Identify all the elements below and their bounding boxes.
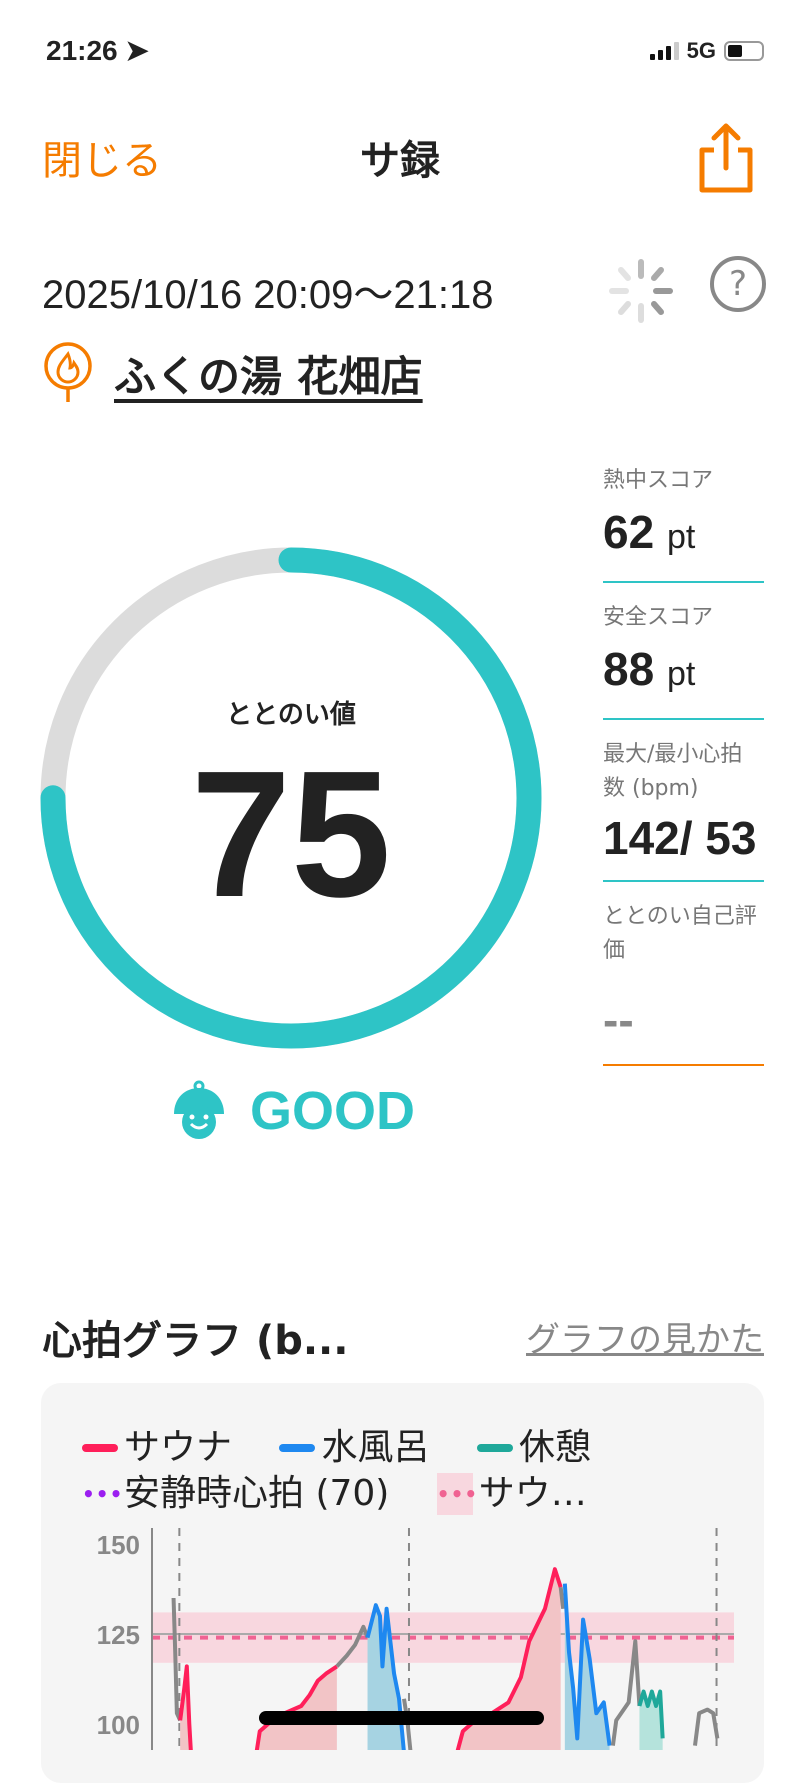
metric-value: 62 pt (603, 506, 696, 558)
grade-text: GOOD (250, 1081, 416, 1141)
metric-value: 142/ 53 (603, 812, 757, 864)
share-button[interactable] (694, 118, 758, 202)
venue-link[interactable]: ふくの湯 花畑店 (114, 351, 423, 401)
legend-sauna: サウナ (82, 1427, 232, 1469)
metric-label: 最大/最小心拍数 (bpm) (603, 742, 743, 801)
metrics-list: 熱中スコア 62 pt 安全スコア 88 pt 最大/最小心拍数 (bpm) 142/… (603, 464, 764, 1084)
score-value: 75 (190, 734, 392, 935)
metric-heat-score: 熱中スコア 62 pt (603, 464, 764, 583)
hr-line-water (562, 1583, 612, 1746)
score-grade: GOOD (168, 1080, 415, 1142)
status-time: 21:26 ➤ (46, 34, 149, 67)
metric-self-rating[interactable]: ととのい自己評価 -- (603, 900, 764, 1066)
hr-line-other (693, 1707, 720, 1746)
venue[interactable]: ふくの湯 花畑店 (42, 340, 423, 406)
graph-help-link[interactable]: グラフの見かた (526, 1320, 764, 1360)
hr-line-other (610, 1639, 642, 1746)
hr-fill-sauna (457, 1569, 561, 1750)
y-tick-label: 125 (97, 1620, 140, 1650)
clock: 21:26 (46, 35, 118, 66)
totonoi-score-ring (40, 547, 542, 1049)
metric-safety-score: 安全スコア 88 pt (603, 601, 764, 720)
graph-title: 心拍グラフ (b... (42, 1318, 349, 1364)
metric-label: 熱中スコア (603, 468, 714, 493)
loading-spinner-icon (606, 256, 676, 330)
status-indicators: 5G (649, 38, 764, 64)
ring-progress (40, 547, 542, 1049)
hr-line-water (365, 1603, 406, 1750)
metric-label: 安全スコア (603, 605, 714, 630)
metric-label: ととのい自己評価 (603, 904, 757, 963)
hr-line-other (558, 1586, 566, 1610)
hr-line-other (335, 1624, 370, 1668)
score-label: ととのい値 (226, 700, 356, 730)
legend-water: 水風呂 (279, 1427, 429, 1469)
sauna-pin-icon (44, 342, 92, 402)
close-button[interactable]: 閉じる (42, 138, 162, 184)
y-tick-label: 150 (97, 1530, 140, 1560)
legend-resting-hr: ••• 安静時心拍 (70) (82, 1473, 390, 1514)
hr-fill-water (564, 1583, 610, 1750)
location-arrow-icon: ➤ (125, 35, 149, 66)
hr-line-sauna (254, 1664, 338, 1750)
legend-rest: 休憩 (476, 1427, 591, 1469)
hr-line-other (171, 1597, 183, 1722)
signal-icon (649, 42, 679, 60)
legend-sauna-zone: ••• サウ… (436, 1473, 587, 1515)
metric-heart-rate: 最大/最小心拍数 (bpm) 142/ 53 (603, 738, 764, 882)
y-tick-label: 100 (97, 1710, 140, 1740)
home-indicator[interactable] (259, 1711, 544, 1725)
help-button[interactable]: ? (710, 256, 766, 312)
network-type: 5G (686, 38, 716, 63)
battery-icon (724, 41, 764, 61)
metric-value: 88 pt (603, 643, 696, 695)
hr-line-sauna (455, 1567, 563, 1750)
hr-line-rest (637, 1689, 665, 1739)
sauna-hat-face-icon (174, 1080, 224, 1139)
chart-legend: サウナ 水風呂 休憩 ••• 安静時心拍 (70) ••• サウ… (82, 1420, 627, 1515)
metric-value: -- (603, 994, 634, 1046)
share-icon (699, 123, 753, 193)
session-datetime: 2025/10/16 20:09〜21:18 (42, 273, 494, 317)
page-title: サ録 (360, 138, 440, 184)
